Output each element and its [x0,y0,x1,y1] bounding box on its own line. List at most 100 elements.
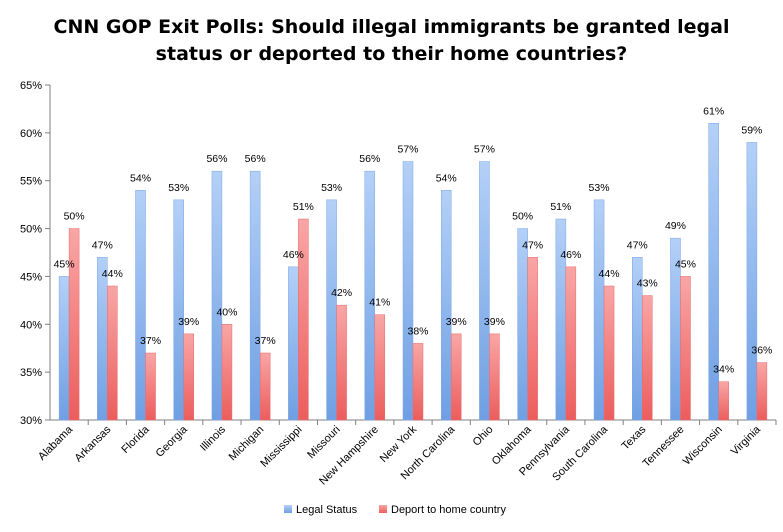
x-category-label: Virginia [729,423,764,458]
bar-legal-status-new-hampshire [364,170,376,421]
data-label: 47% [92,239,113,251]
bar-legal-status-north-carolina [440,190,452,421]
bar-deport-texas [642,295,653,421]
bar-deport-ohio [489,333,500,421]
data-label: 53% [321,182,342,194]
data-label: 44% [599,268,620,280]
bar-deport-south-carolina [603,285,615,421]
data-label: 47% [522,239,543,251]
bar-deport-new-york [412,343,424,421]
data-label: 44% [102,268,123,280]
data-label: 57% [474,144,495,156]
x-category-label: Tennessee [640,424,686,470]
x-category-label: Wisconsin [681,424,725,468]
x-category-label: Illinois [198,423,228,453]
y-tick-label: 65% [20,80,42,92]
bar-deport-illinois [221,324,233,421]
bar-legal-status-michigan [249,170,261,421]
data-label: 34% [713,364,734,376]
data-labels: 45% 50% 47% 44% 54% 37% 53% 39% 56% 40% 56% 37% 46% 5… [54,105,773,375]
x-category-label: Arkansas [73,423,114,464]
bar-deport-arkansas [107,285,118,421]
x-category-label: Michigan [227,424,267,464]
bar-deport-florida [145,352,156,421]
bar-deport-pennsylvania [565,266,577,421]
y-tick-label: 55% [20,176,42,188]
chart-title: CNN GOP Exit Polls: Should illegal immig… [0,14,783,68]
data-label: 41% [369,297,390,309]
x-category-label: Georgia [154,423,191,460]
data-label: 37% [255,335,276,347]
data-label: 38% [407,325,428,337]
x-category-label: Mississippi [258,424,304,470]
data-label: 57% [397,144,418,156]
data-label: 46% [283,249,304,261]
bar-legal-status-virginia [746,142,758,421]
y-tick-label: 45% [20,271,42,283]
x-category-label: Alabama [36,423,76,463]
data-label: 45% [675,258,696,270]
legend-label: Deport to home country [391,504,506,516]
bars [58,123,768,421]
y-tick-label: 60% [20,128,42,140]
data-label: 59% [741,124,762,136]
data-label: 45% [54,258,75,270]
y-tick-label: 35% [20,367,42,379]
bar-legal-status-oklahoma [517,228,528,421]
data-label: 40% [216,306,237,318]
bar-legal-status-missouri [326,199,337,421]
data-label: 56% [206,153,227,165]
bar-deport-north-carolina [450,333,462,421]
data-label: 39% [446,316,467,328]
bar-deport-mississippi [298,218,309,421]
bar-legal-status-alabama [58,276,70,421]
chart-title-line-2: status or deported to their home countri… [155,43,628,65]
data-label: 61% [703,105,724,117]
bar-legal-status-ohio [479,161,490,421]
data-label: 47% [627,239,648,251]
data-label: 51% [293,201,314,213]
bar-deport-missouri [336,304,347,421]
bar-legal-status-georgia [173,199,184,421]
x-category-label: Missouri [305,424,342,461]
bar-deport-alabama [68,228,80,421]
data-label: 51% [550,201,571,213]
data-label: 49% [665,220,686,232]
data-label: 39% [484,316,505,328]
bar-legal-status-mississippi [288,266,299,421]
y-tick-label: 30% [20,415,42,427]
bar-legal-status-south-carolina [593,199,605,421]
data-label: 36% [751,345,772,357]
bar-deport-wisconsin [718,381,729,421]
bar-legal-status-illinois [211,170,223,421]
legend-swatch [284,505,292,513]
data-label: 53% [168,182,189,194]
bar-legal-status-new-york [402,161,414,421]
x-category-label: Florida [119,423,152,456]
bar-deport-oklahoma [527,257,538,421]
bar-deport-new-hampshire [374,314,386,421]
bar-legal-status-arkansas [97,257,108,421]
x-category-label: Texas [620,423,649,452]
data-label: 56% [359,153,380,165]
y-tick-label: 50% [20,224,42,236]
data-label: 39% [178,316,199,328]
legend: Legal Status Deport to home country [284,504,506,516]
legend-label: Legal Status [296,504,358,516]
data-label: 56% [245,153,266,165]
data-label: 54% [436,172,457,184]
bar-deport-georgia [183,333,194,421]
data-label: 50% [64,211,85,223]
bar-deport-tennessee [680,276,691,421]
data-label: 43% [637,278,658,290]
x-category-label: Ohio [471,424,496,449]
data-label: 54% [130,172,151,184]
data-label: 42% [331,287,352,299]
y-tick-label: 40% [20,319,42,331]
chart-title-line-1: CNN GOP Exit Polls: Should illegal immig… [53,16,730,38]
bar-legal-status-wisconsin [708,123,719,421]
data-label: 46% [560,249,581,261]
